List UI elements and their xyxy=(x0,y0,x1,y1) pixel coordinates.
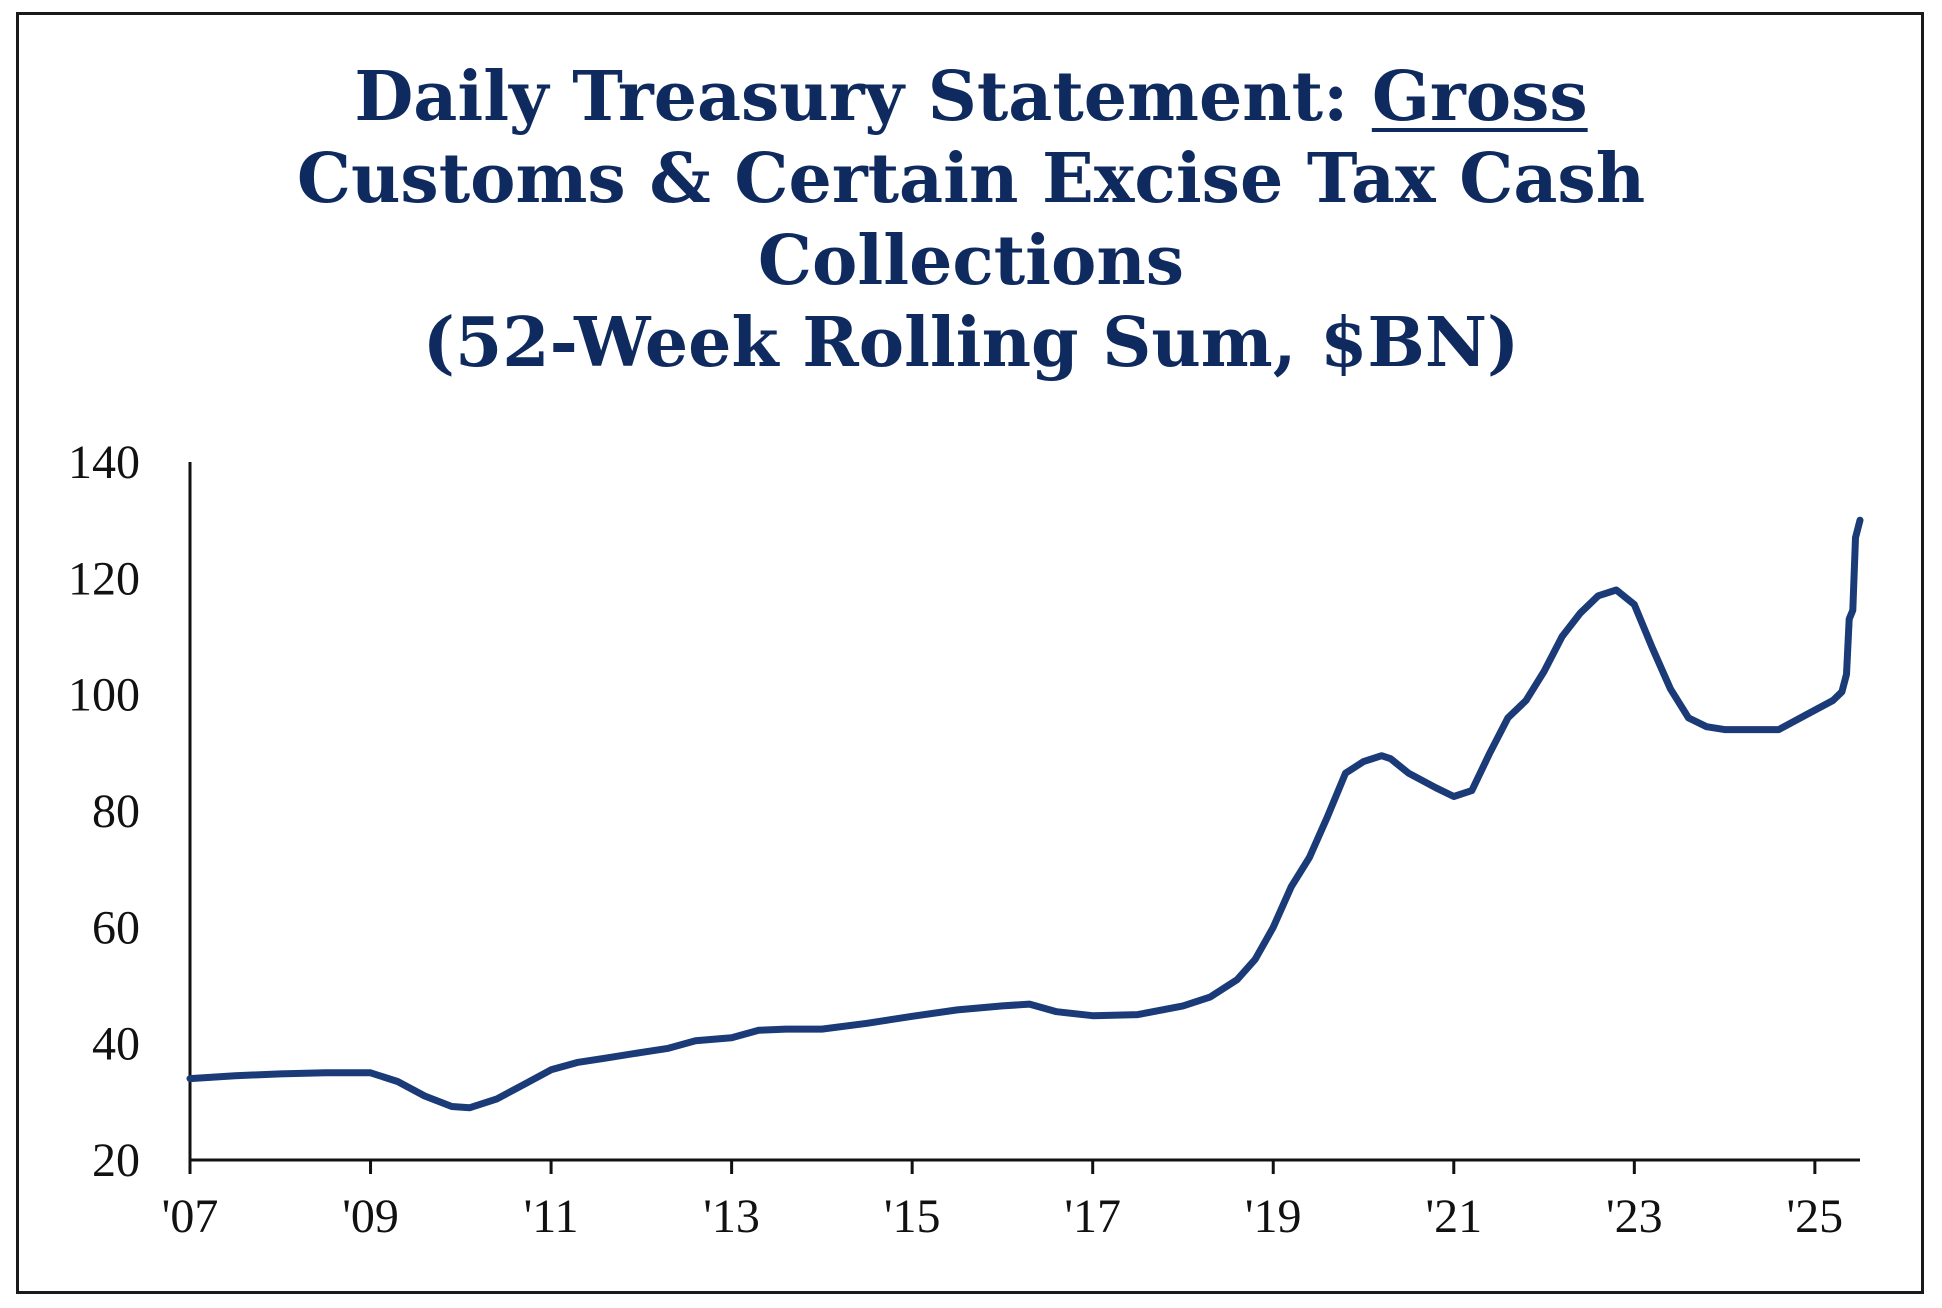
chart-frame xyxy=(16,12,1924,1294)
title-line-2: Customs & Certain Excise Tax Cash xyxy=(296,139,1646,219)
series-group xyxy=(186,516,1864,1112)
y-tick-label: 20 xyxy=(92,1134,140,1187)
chart-axes xyxy=(188,462,1860,1162)
x-tick-label: '15 xyxy=(884,1190,941,1243)
y-tick-label: 120 xyxy=(68,552,140,605)
title-line-1: Daily Treasury Statement: Gross xyxy=(0,56,1942,138)
x-tick-label: '09 xyxy=(342,1190,399,1243)
chart-title: Daily Treasury Statement: Gross Customs … xyxy=(0,56,1942,384)
x-tick-label: '21 xyxy=(1425,1190,1482,1243)
x-tick-label: '07 xyxy=(162,1190,219,1243)
title-underlined-word: Gross xyxy=(1371,57,1588,137)
y-tick-label: 100 xyxy=(68,669,140,722)
y-tick-label: 140 xyxy=(68,436,140,489)
title-line-3: Collections xyxy=(757,221,1185,301)
x-axis-ticks: '07 '09 '11 '13 '15 '17 '19 '21 '23 '25 xyxy=(162,1160,1844,1243)
series-line xyxy=(186,516,1864,1112)
title-line-4: (52-Week Rolling Sum, $BN) xyxy=(422,303,1520,383)
y-axis-ticks: 20 40 60 80 100 120 140 xyxy=(68,436,140,1187)
y-tick-label: 80 xyxy=(92,785,140,838)
x-tick-label: '23 xyxy=(1606,1190,1663,1243)
x-tick-label: '25 xyxy=(1787,1190,1844,1243)
y-tick-label: 40 xyxy=(92,1018,140,1071)
y-tick-label: 60 xyxy=(92,901,140,954)
title-line-1-prefix: Daily Treasury Statement: xyxy=(354,57,1372,137)
x-tick-label: '13 xyxy=(703,1190,760,1243)
x-tick-label: '11 xyxy=(524,1190,579,1243)
x-tick-label: '17 xyxy=(1064,1190,1121,1243)
x-tick-label: '19 xyxy=(1245,1190,1302,1243)
